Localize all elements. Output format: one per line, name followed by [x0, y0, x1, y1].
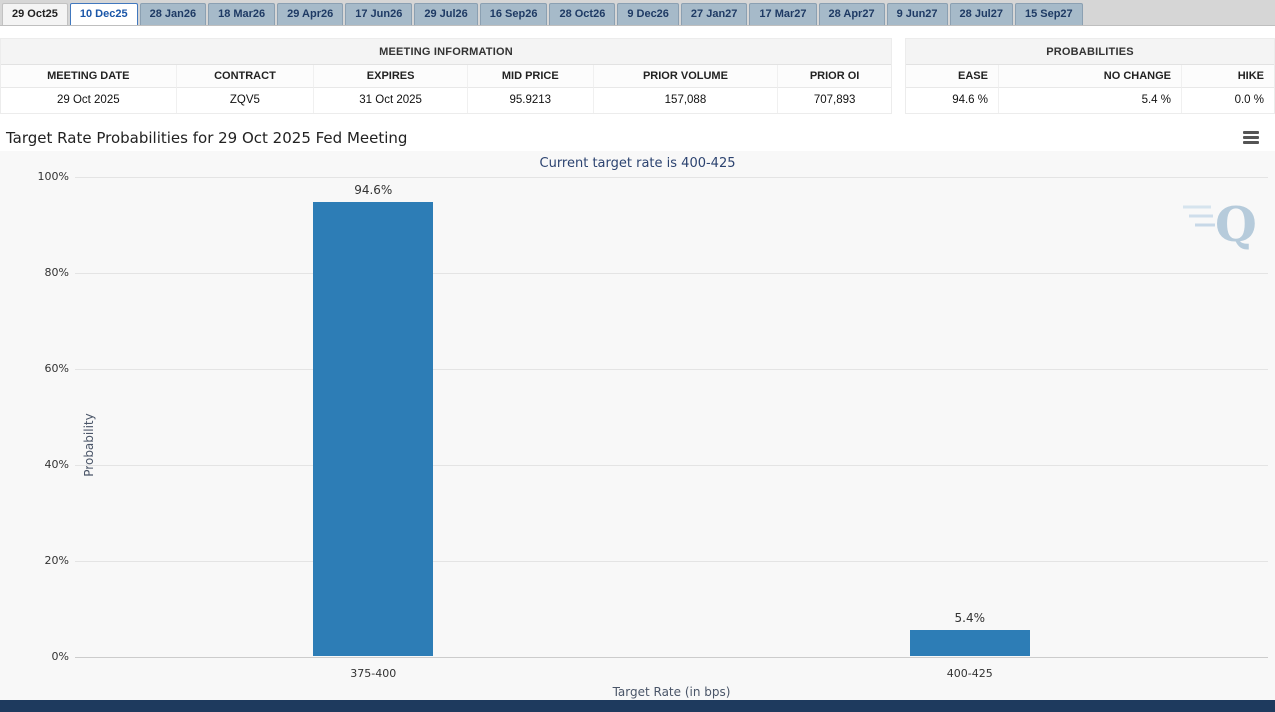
y-gridline	[75, 657, 1268, 658]
y-tick-label: 80%	[44, 266, 69, 279]
chart-area: Current target rate is 400-425 Probabili…	[0, 151, 1275, 705]
column-header: MEETING DATE	[1, 65, 176, 88]
column-header: EXPIRES	[313, 65, 467, 88]
meeting-tab-28-apr27[interactable]: 28 Apr27	[818, 3, 885, 25]
y-tick-label: 60%	[44, 362, 69, 375]
quikstrike-watermark-logo: Q	[1183, 197, 1257, 253]
cell-value: ZQV5	[175, 88, 314, 113]
probabilities-headers: EASE NO CHANGE HIKE	[906, 65, 1274, 88]
meeting-tab-18-mar26[interactable]: 18 Mar26	[208, 3, 276, 25]
footer-bar	[0, 700, 1275, 712]
x-tick-label: 375-400	[350, 667, 397, 680]
meeting-information-table: MEETING INFORMATION MEETING DATE CONTRACT…	[0, 38, 892, 114]
chart-title: Target Rate Probabilities for 29 Oct 202…	[6, 128, 408, 147]
meeting-tab-17-jun26[interactable]: 17 Jun26	[345, 3, 413, 25]
info-tables: MEETING INFORMATION MEETING DATE CONTRACT…	[0, 38, 1275, 114]
menu-line	[1243, 136, 1259, 139]
meeting-tab-27-jan27[interactable]: 27 Jan27	[680, 3, 748, 25]
y-tick-label: 40%	[44, 458, 69, 471]
y-tick-label: 100%	[37, 170, 69, 183]
meeting-tab-29-jul26[interactable]: 29 Jul26	[414, 3, 478, 25]
bar-value-label: 94.6%	[354, 182, 393, 197]
meeting-tab-9-dec26[interactable]: 9 Dec26	[617, 3, 679, 25]
meeting-tab-28-jan26[interactable]: 28 Jan26	[139, 3, 207, 25]
meeting-tab-16-sep26[interactable]: 16 Sep26	[479, 3, 548, 25]
cell-value: 5.4 %	[998, 88, 1181, 113]
y-gridline	[75, 273, 1268, 274]
column-header: NO CHANGE	[998, 65, 1181, 88]
y-tick-label: 0%	[51, 650, 69, 663]
cell-value: 157,088	[592, 88, 778, 113]
x-tick-label: 400-425	[946, 667, 993, 680]
column-header: PRIOR OI	[777, 65, 891, 88]
meeting-tab-9-jun27[interactable]: 9 Jun27	[886, 3, 948, 25]
probabilities-values: 94.6 % 5.4 % 0.0 %	[906, 88, 1274, 113]
chart-header: Target Rate Probabilities for 29 Oct 202…	[0, 120, 1275, 151]
watermark-letter: Q	[1215, 197, 1257, 253]
column-header: HIKE	[1181, 65, 1274, 88]
chart-subtitle: Current target rate is 400-425	[539, 156, 736, 171]
probabilities-table: PROBABILITIES EASE NO CHANGE HIKE 94.6 % 5.…	[905, 38, 1275, 114]
x-axis-title: Target Rate (in bps)	[612, 685, 731, 699]
y-axis-title: Probability	[82, 413, 96, 477]
bar-value-label: 5.4%	[954, 611, 986, 626]
cell-value: 707,893	[777, 88, 891, 113]
column-header: PRIOR VOLUME	[592, 65, 778, 88]
meeting-tab-29-apr26[interactable]: 29 Apr26	[277, 3, 344, 25]
probability-bar	[313, 201, 434, 656]
menu-line	[1243, 131, 1259, 134]
y-tick-label: 20%	[44, 554, 69, 567]
column-header: MID PRICE	[466, 65, 593, 88]
meeting-tabs: 29 Oct25 10 Dec25 28 Jan26 18 Mar26 29 Apr26…	[0, 0, 1275, 26]
column-header: EASE	[906, 65, 998, 88]
meeting-tab-15-sep27[interactable]: 15 Sep27	[1014, 3, 1083, 25]
y-gridline	[75, 561, 1268, 562]
hamburger-menu-icon[interactable]	[1241, 127, 1261, 148]
meeting-tab-17-mar27[interactable]: 17 Mar27	[749, 3, 817, 25]
y-gridline	[75, 369, 1268, 370]
meeting-tab-28-oct26[interactable]: 28 Oct26	[549, 3, 616, 25]
meeting-information-values: 29 Oct 2025 ZQV5 31 Oct 2025 95.9213 157,088…	[1, 88, 891, 113]
meeting-information-headers: MEETING DATE CONTRACT EXPIRES MID PRICE PRIO…	[1, 65, 891, 88]
menu-line	[1243, 141, 1259, 144]
y-gridline	[75, 177, 1268, 178]
y-gridline	[75, 465, 1268, 466]
cell-value: 94.6 %	[952, 94, 988, 106]
cell-value: 31 Oct 2025	[313, 88, 467, 113]
meeting-tab-10-dec25[interactable]: 10 Dec25	[69, 3, 138, 25]
plot-area: Probability 0% 20% 40% 60% 80% 100% 94.6% 375-4…	[38, 170, 1268, 680]
meeting-tab-29-oct25[interactable]: 29 Oct25	[2, 3, 68, 25]
meeting-information-title: MEETING INFORMATION	[1, 39, 891, 65]
probabilities-title: PROBABILITIES	[906, 39, 1274, 65]
probability-bar	[909, 630, 1030, 656]
meeting-tab-28-jul27[interactable]: 28 Jul27	[949, 3, 1013, 25]
cell-value: 29 Oct 2025	[56, 94, 120, 106]
column-header: CONTRACT	[175, 65, 314, 88]
cell-value: 95.9213	[466, 88, 593, 113]
cell-value: 0.0 %	[1181, 88, 1274, 113]
